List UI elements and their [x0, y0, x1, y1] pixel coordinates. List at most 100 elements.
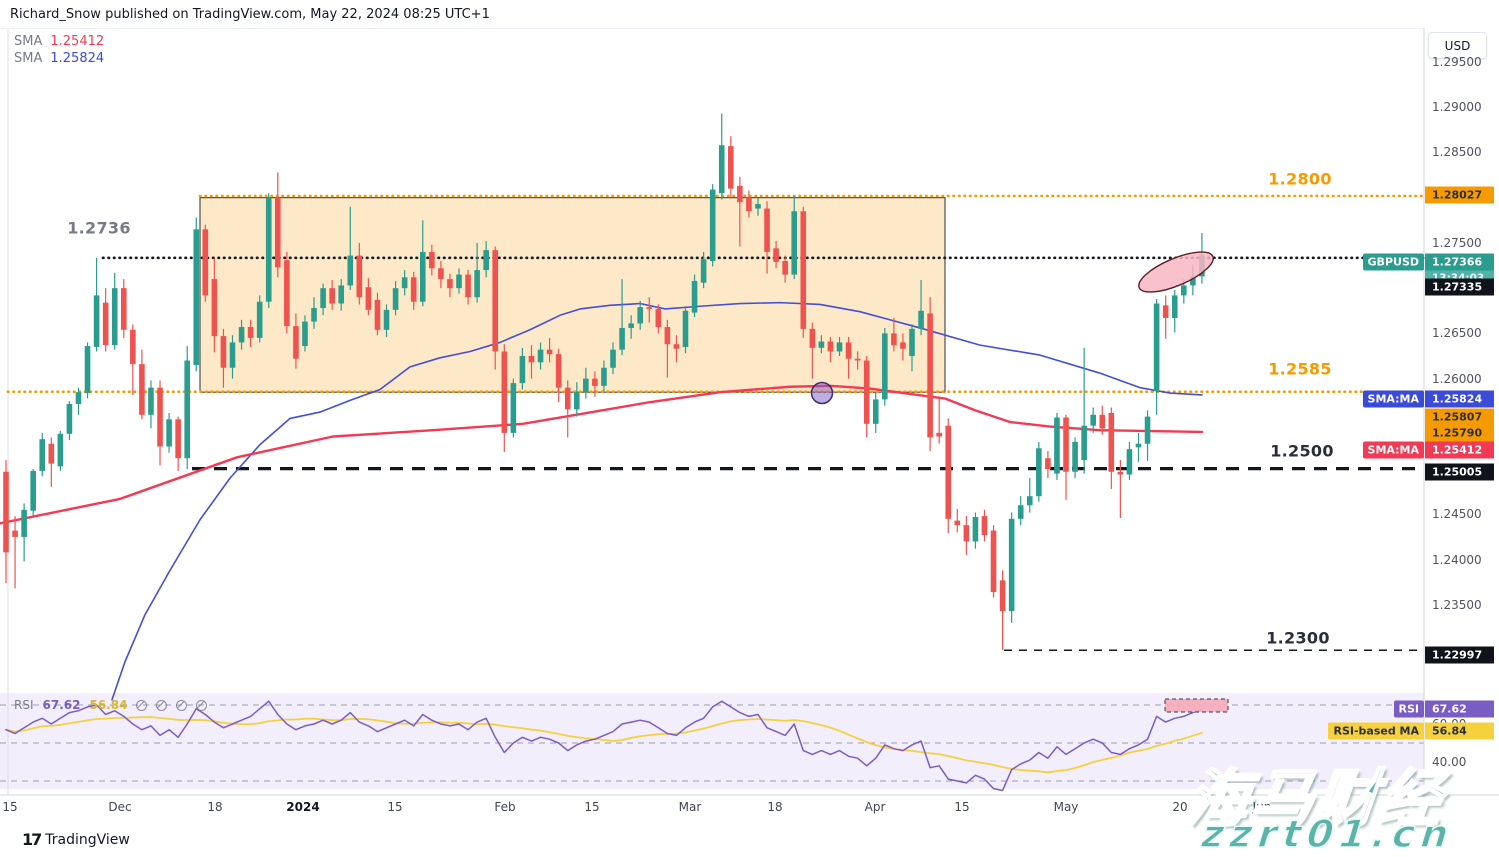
consolidation-zone-box[interactable] — [199, 197, 946, 393]
candle-body — [700, 259, 707, 283]
sma-legend-row[interactable]: SMA 1.25824 — [14, 50, 104, 67]
candle-body — [75, 392, 82, 404]
time-axis-tick: May — [1053, 800, 1079, 814]
time-axis-tick: Dec — [108, 800, 132, 814]
candle-body — [718, 145, 725, 194]
price-badge: 1.25005 — [1425, 463, 1494, 481]
candle-body — [311, 308, 317, 322]
time-axis-tick: 15 — [584, 800, 600, 814]
time-axis-tick: 15 — [954, 800, 970, 814]
candle-body — [157, 387, 163, 447]
sma-touch-circle-annotation[interactable] — [810, 381, 834, 405]
sma-value: 1.25824 — [50, 51, 105, 66]
price-badge: 1.28027 — [1425, 186, 1494, 204]
candle-body — [302, 321, 308, 347]
candle-body — [84, 346, 91, 394]
price-axis-tick: 1.24500 — [1432, 507, 1482, 522]
candle-body — [329, 288, 335, 304]
sma-label: SMA — [14, 51, 43, 66]
candle-body — [963, 525, 970, 542]
rsi-line[interactable] — [5, 700, 1203, 792]
candle-body — [275, 197, 281, 268]
candle-body — [918, 310, 924, 329]
candle-body — [691, 280, 698, 313]
candle-body — [555, 354, 562, 388]
rsi-overbought-highlight-box[interactable] — [1164, 698, 1229, 713]
candle-body — [764, 208, 770, 252]
candle-body — [175, 419, 181, 459]
candle-body — [709, 189, 716, 262]
candles-layer — [3, 113, 1205, 650]
time-axis-tick: 18 — [207, 800, 223, 814]
candle-body — [120, 288, 127, 330]
candle-body — [30, 470, 36, 511]
sma-legend-row[interactable]: SMA 1.25412 — [14, 33, 104, 50]
candle-body — [356, 255, 363, 298]
currency-unit-button[interactable]: USD — [1428, 32, 1487, 59]
candle-body — [293, 326, 299, 359]
candle-body — [737, 185, 743, 203]
price-badge: 1.27366 — [1425, 253, 1494, 271]
candle-body — [954, 520, 961, 526]
candle-body — [1072, 441, 1078, 472]
time-axis-tick: Feb — [494, 800, 516, 814]
time-axis-tick: Jun — [1252, 800, 1272, 814]
candle-body — [474, 270, 480, 298]
price-badge: 1.22997 — [1425, 646, 1494, 664]
candle-body — [456, 274, 462, 289]
candle-body — [383, 309, 390, 330]
candle-body — [1063, 417, 1069, 472]
candle-body — [1099, 414, 1106, 429]
candle-body — [410, 277, 417, 302]
candle-body — [845, 342, 852, 359]
candle-body — [728, 146, 734, 189]
candle-body — [664, 327, 671, 345]
more-icon[interactable] — [196, 699, 208, 711]
candle-body — [1045, 458, 1051, 470]
price-badge: 1.25790 — [1425, 424, 1494, 442]
candle-body — [583, 378, 589, 393]
candle-body — [872, 399, 879, 424]
candle-body — [12, 530, 18, 537]
breakout-ellipse-annotation[interactable] — [1134, 244, 1218, 300]
candle-body — [836, 342, 843, 352]
candle-body — [564, 387, 571, 410]
candle-body — [909, 328, 915, 356]
candle-body — [48, 443, 55, 464]
tradingview-branding[interactable]: 17 TradingView — [22, 830, 130, 849]
sma-slow-line[interactable] — [111, 301, 1203, 701]
candle-body — [601, 367, 607, 386]
candle-body — [419, 251, 426, 302]
candle-body — [510, 383, 517, 433]
rsi-ma-line[interactable] — [5, 716, 1203, 774]
time-axis-tick: 18 — [767, 800, 783, 814]
candle-body — [229, 342, 236, 368]
candle-body — [401, 277, 408, 289]
level-label-1.2800: 1.2800 — [1268, 169, 1332, 189]
candle-body — [1153, 303, 1160, 392]
candle-body — [347, 255, 354, 286]
price-axis-tick: 1.23500 — [1432, 597, 1482, 612]
candle-body — [891, 333, 897, 346]
sma-label: SMA — [14, 34, 43, 49]
candle-body — [628, 323, 634, 328]
tradingview-logo-icon: 17 — [22, 830, 42, 849]
delete-icon[interactable] — [176, 699, 188, 711]
eye-icon[interactable] — [136, 699, 148, 711]
price-axis-tick: 1.27500 — [1432, 235, 1482, 250]
candle-body — [1162, 305, 1169, 319]
settings-icon[interactable] — [156, 699, 168, 711]
candle-body — [166, 419, 172, 447]
level-label-1.2585: 1.2585 — [1268, 359, 1332, 379]
candle-body — [148, 387, 154, 415]
candle-body — [1181, 285, 1187, 296]
sma-fast-line[interactable] — [0, 384, 1204, 525]
candle-body — [139, 364, 145, 415]
candle-body — [646, 307, 653, 309]
candle-body — [936, 432, 942, 437]
candle-body — [1190, 276, 1196, 286]
candle-body — [800, 211, 807, 329]
candle-body — [1026, 496, 1033, 506]
candle-body — [882, 333, 888, 400]
